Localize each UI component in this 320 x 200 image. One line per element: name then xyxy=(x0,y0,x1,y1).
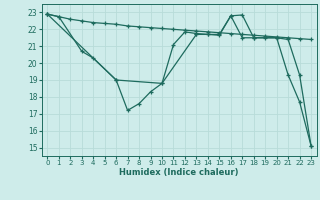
X-axis label: Humidex (Indice chaleur): Humidex (Indice chaleur) xyxy=(119,168,239,177)
